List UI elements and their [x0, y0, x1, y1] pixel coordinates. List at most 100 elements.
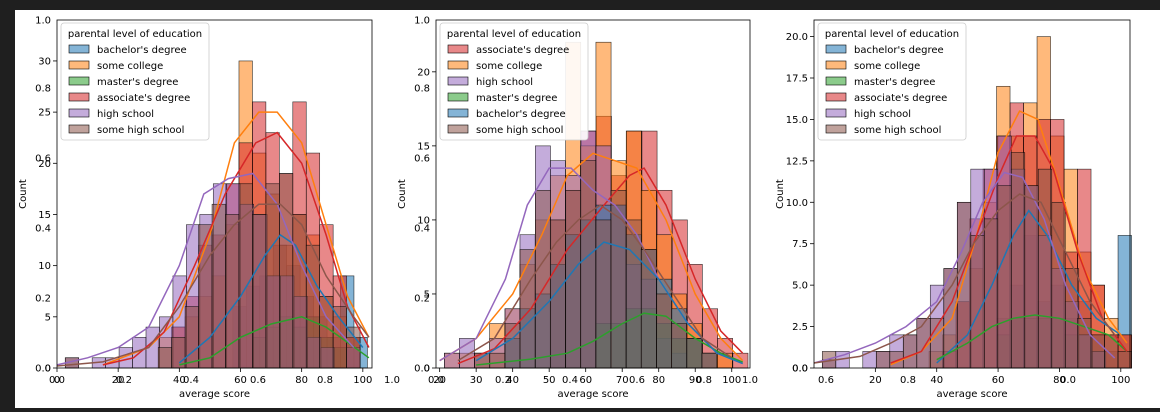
series-some-high-school: [474, 160, 718, 369]
kde-line-associate-s-degree: [890, 135, 1128, 364]
legend-box: [439, 22, 589, 141]
y-tick-label: 0.0: [792, 364, 808, 375]
twin-x-tick-label: 0.0: [428, 375, 444, 386]
legend-swatch: [68, 44, 90, 54]
twin-x-tick-label: 0.8: [317, 375, 333, 386]
legend-entry-label: master's degree: [476, 93, 557, 104]
x-tick-label: 40: [506, 375, 519, 386]
histogram-bar: [1117, 351, 1132, 369]
x-tick-label: 90: [689, 375, 702, 386]
x-tick-label: 60: [992, 375, 1005, 386]
series-some-high-school: [64, 173, 361, 369]
twin-x-tick-label: 0.4: [562, 375, 578, 386]
histogram-bar: [875, 351, 891, 369]
legend-entry-label: some college: [854, 61, 920, 72]
kde-line-some-college: [890, 110, 1128, 366]
y-tick-label: 25: [38, 108, 51, 119]
y-axis-label: Count: [18, 179, 29, 209]
x-tick-label: 20: [433, 375, 446, 386]
y-tick-label: 2.5: [792, 322, 808, 333]
legend-entry-label: some college: [476, 61, 542, 72]
y-tick-label: 10: [38, 261, 51, 272]
x-tick-label: 20: [112, 375, 125, 386]
twin-y-tick-label: 0.6: [35, 154, 51, 165]
x-tick-label: 30: [470, 375, 483, 386]
kde-line-high-school: [56, 172, 355, 366]
y-tick-label: 15: [417, 141, 430, 152]
y-tick-label: 5.0: [792, 281, 808, 292]
legend-box: [60, 22, 210, 141]
legend: parental level of education associate's d…: [439, 22, 589, 141]
twin-y-tick-label: 0.2: [35, 294, 51, 305]
y-tick-label: 10: [417, 215, 430, 226]
y-tick-label: 5: [45, 312, 51, 323]
twin-y-tick-label: 0.2: [414, 294, 430, 305]
y-tick-label: 7.5: [792, 239, 808, 250]
twin-y-tick-label: 0.6: [414, 154, 430, 165]
legend-entry-label: associate's degree: [476, 45, 569, 56]
kde-line-some-high-school: [813, 193, 1116, 364]
axes-frame: [435, 19, 751, 369]
legend-entry-label: bachelor's degree: [476, 109, 566, 120]
histogram-bar: [519, 249, 536, 369]
legend-swatch: [825, 124, 847, 134]
histogram-bar: [305, 244, 321, 369]
y-tick-label: 15.0: [786, 115, 808, 126]
x-tick-label: 20: [869, 375, 882, 386]
kde-line-master-s-degree: [179, 316, 370, 366]
legend-entry-label: master's degree: [854, 77, 935, 88]
legend-swatch: [68, 92, 90, 102]
x-tick-label: 80: [295, 375, 308, 386]
y-tick-label: 20.0: [786, 32, 808, 43]
legend-swatch: [68, 76, 90, 86]
twin-y-tick-label: 1.0: [35, 16, 51, 27]
twin-y-tick-label: 0.8: [35, 84, 51, 95]
y-tick-label: 20: [38, 159, 51, 170]
twin-y-tick-label: 0.4: [35, 224, 51, 235]
histogram-bar: [535, 189, 551, 369]
twin-x-tick-label: 0.8: [900, 375, 916, 386]
histogram-bar: [265, 183, 280, 369]
histogram-bar: [1090, 334, 1105, 369]
x-tick-label: 80: [652, 375, 665, 386]
y-axis-label: Count: [397, 179, 408, 209]
x-tick-label: 100: [722, 375, 741, 386]
legend-swatch: [447, 76, 469, 86]
legend-entry-label: high school: [854, 109, 911, 120]
histogram-bar: [279, 173, 294, 369]
histogram-bar: [701, 352, 718, 369]
twin-x-tick-label: 0.8: [696, 375, 712, 386]
kde-line-master-s-degree: [936, 314, 1128, 361]
histogram-bar: [459, 338, 475, 369]
histogram-bar: [656, 293, 672, 369]
twin-x-tick-label: 0.6: [250, 375, 266, 386]
histogram-bar: [292, 214, 307, 369]
histogram-bar: [489, 352, 506, 369]
legend-entry-label: bachelor's degree: [854, 45, 944, 56]
x-tick-label: 40: [173, 375, 186, 386]
twin-x-tick-label: 1.0: [384, 375, 400, 386]
x-tick-label: 60: [579, 375, 592, 386]
legend-entry-label: high school: [97, 109, 154, 120]
histogram-bar: [983, 218, 999, 369]
legend-entry-label: some high school: [476, 125, 563, 136]
twin-y-tick-label: 0.8: [414, 84, 430, 95]
twin-x-tick-label: 0.6: [818, 375, 834, 386]
legend-entry-label: associate's degree: [97, 93, 190, 104]
axes-frame: [813, 19, 1131, 369]
histogram-bar: [1064, 268, 1080, 369]
twin-x-tick-label: 0.4: [183, 375, 199, 386]
chart-panel-3: 20 40 60 80 100 0.0 2.5 5.0 7.5 10.0 12.5 15.0 17.5 2…: [775, 19, 1132, 400]
legend-title: parental level of education: [68, 29, 202, 40]
legend-swatch: [68, 108, 90, 118]
histogram-bar: [565, 189, 582, 369]
y-tick-label: 20: [417, 67, 430, 78]
x-tick-label: 70: [616, 375, 629, 386]
axes-frame: [56, 19, 373, 369]
twin-x-tick-label: 0.2: [116, 375, 132, 386]
x-tick-label: 100: [1111, 375, 1130, 386]
twin-y-tick-label: 0.0: [414, 364, 430, 375]
legend-entry-label: bachelor's degree: [97, 45, 187, 56]
